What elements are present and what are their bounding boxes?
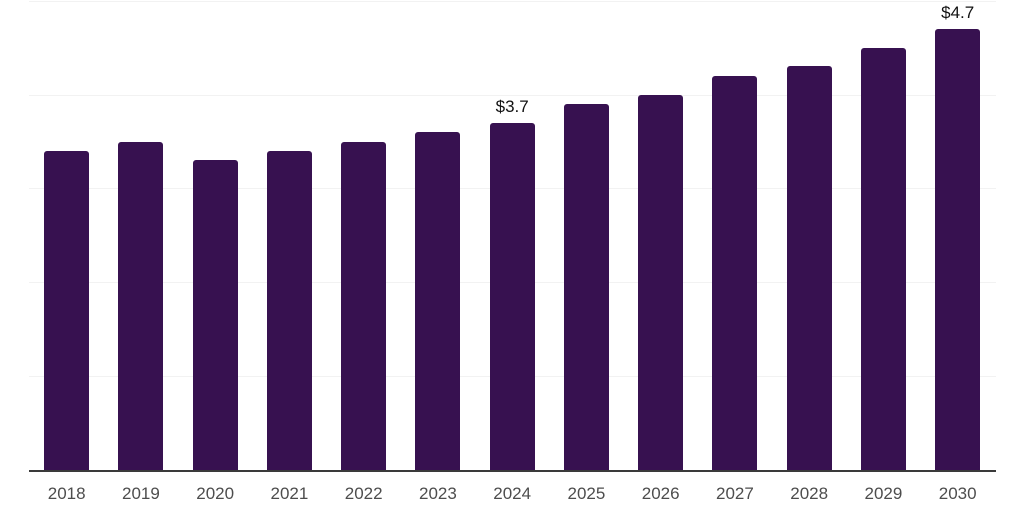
bar-2018 [44,150,90,470]
x-tick-label-2024: 2024 [493,484,532,503]
x-tick-label-2025: 2025 [567,484,606,503]
bar-2025 [563,104,609,470]
bar-2026 [638,94,684,470]
bar-value-label-2024: $3.7 [495,96,529,116]
x-tick-label-2023: 2023 [419,484,457,503]
x-tick-label-2030: 2030 [938,484,977,503]
bar-2020 [192,160,238,470]
x-tick-label-2020: 2020 [196,484,235,503]
x-tick-label-2026: 2026 [641,484,680,503]
x-tick-label-2022: 2022 [344,484,383,503]
bar-2019 [118,141,164,470]
gridline [29,94,996,96]
bar-2029 [860,47,906,470]
x-tick-label-2018: 2018 [47,484,86,503]
bar-2027 [712,75,758,470]
bar-2021 [266,150,312,470]
x-tick-label-2028: 2028 [790,484,829,503]
x-axis-line [29,470,996,472]
gridline [29,0,996,2]
bar-2030 [935,28,981,470]
x-tick-label-2021: 2021 [270,484,309,503]
x-tick-label-2027: 2027 [716,484,754,503]
bar-2023 [415,132,461,470]
bar-value-label-2030: $4.7 [941,2,975,22]
bar-2028 [786,66,832,470]
x-tick-label-2029: 2029 [864,484,903,503]
bar-2024 [489,122,535,470]
x-tick-label-2019: 2019 [122,484,160,503]
bar-2022 [341,141,387,470]
